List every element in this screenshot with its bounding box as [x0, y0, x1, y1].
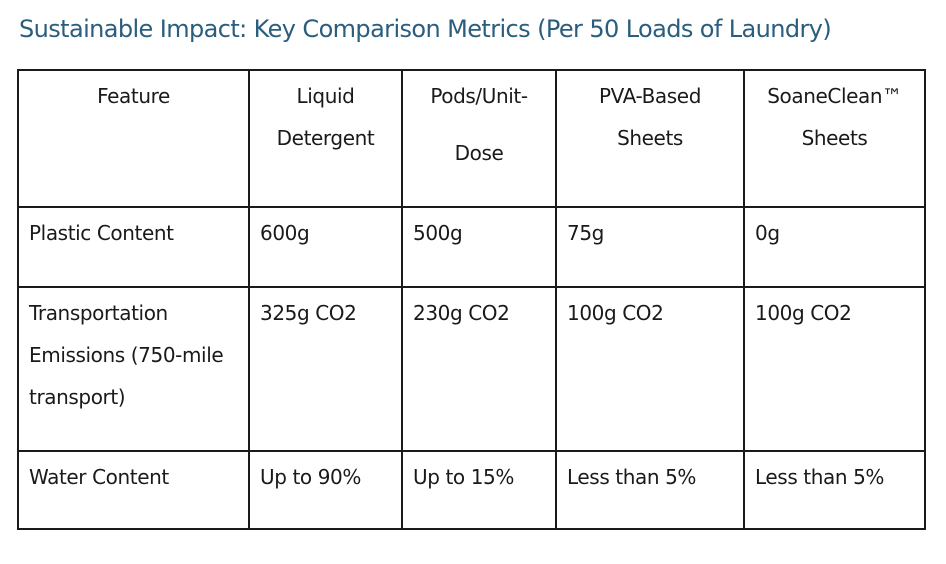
header-pods-unit-dose: Pods/Unit- Dose [401, 69, 557, 208]
comparison-table: Feature Liquid Detergent Pods/Unit- Dose… [17, 69, 926, 530]
table-cell: 100g CO2 [743, 286, 926, 452]
table-cell: 0g [743, 206, 926, 288]
table-title: Sustainable Impact: Key Comparison Metri… [19, 15, 832, 43]
table-row: Plastic Content 600g 500g 75g 0g [17, 206, 926, 288]
header-pva-based-sheets: PVA-Based Sheets [555, 69, 745, 208]
table-cell: 230g CO2 [401, 286, 557, 452]
table-row: Water Content Up to 90% Up to 15% Less t… [17, 450, 926, 530]
table-header-row: Feature Liquid Detergent Pods/Unit- Dose… [17, 69, 926, 208]
table-cell: 500g [401, 206, 557, 288]
table-cell: 75g [555, 206, 745, 288]
table-cell: Up to 90% [248, 450, 403, 530]
table-cell: 600g [248, 206, 403, 288]
header-soaneclean-sheets: SoaneClean™ Sheets [743, 69, 926, 208]
header-feature: Feature [17, 69, 250, 208]
table-cell: 100g CO2 [555, 286, 745, 452]
table-row: Transportation Emissions (750-mile trans… [17, 286, 926, 452]
row-label-water-content: Water Content [17, 450, 250, 530]
table-cell: Less than 5% [555, 450, 745, 530]
header-pods-line-2: Dose [454, 141, 504, 165]
table-cell: Less than 5% [743, 450, 926, 530]
row-label-transportation-emissions: Transportation Emissions (750-mile trans… [17, 286, 250, 452]
header-liquid-detergent: Liquid Detergent [248, 69, 403, 208]
header-pods-line-1: Pods/Unit- [430, 84, 528, 108]
table-cell: 325g CO2 [248, 286, 403, 452]
table-cell: Up to 15% [401, 450, 557, 530]
row-label-plastic-content: Plastic Content [17, 206, 250, 288]
